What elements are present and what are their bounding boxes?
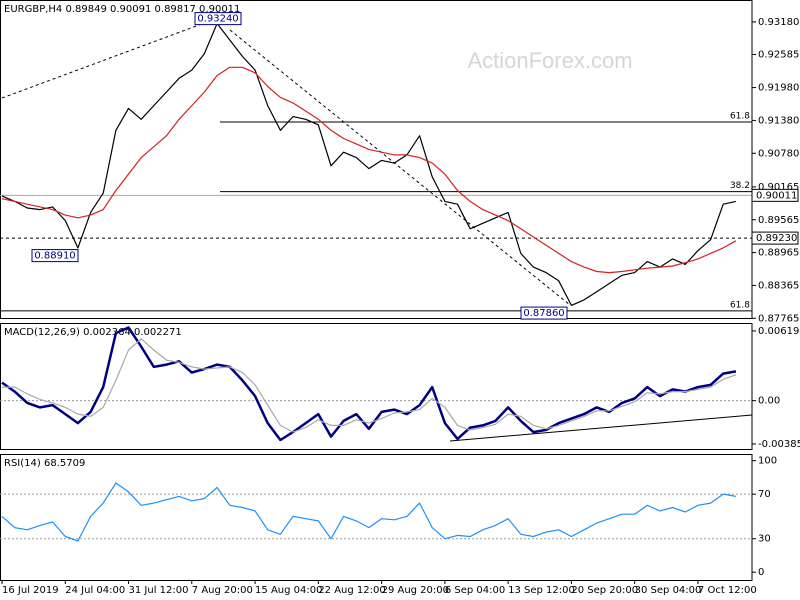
series-line	[2, 338, 737, 433]
x-tick-label: 22 Aug 12:00	[318, 585, 385, 596]
y-tick-label: 0.006195	[758, 326, 800, 337]
x-tick-label: 16 Jul 2019	[2, 585, 59, 596]
y-tick-label: -0.003851	[758, 439, 800, 450]
x-tick-label: 31 Jul 12:00	[129, 585, 189, 596]
x-tick-label: 20 Sep 20:00	[571, 585, 638, 596]
y-tick-label: 30	[758, 534, 771, 545]
x-tick-label: 7 Aug 20:00	[192, 585, 253, 596]
watermark: ActionForex.com	[467, 48, 632, 73]
y-tick-label: 0.91980	[758, 83, 799, 94]
panel-title: MACD(12,26,9) 0.002364 0.002271	[4, 327, 182, 338]
series-line	[1, 22, 737, 306]
fib-label: 61.8	[730, 112, 750, 122]
price-box	[31, 249, 79, 263]
level-label: 0.90011	[756, 190, 797, 201]
series-line	[1, 66, 737, 274]
level-label: 0.89230	[756, 233, 797, 244]
price-label: 0.88910	[34, 251, 75, 262]
panel-title: RSI(14) 68.5709	[4, 458, 85, 469]
y-tick-label: 100	[758, 456, 777, 467]
fib-label: 38.2	[730, 181, 750, 191]
panel-frame	[0, 323, 753, 450]
y-tick-label: 0.00	[758, 396, 780, 407]
y-tick-label: 0.90165	[758, 182, 799, 193]
level-box	[751, 231, 799, 245]
x-tick-label: 24 Jul 04:00	[65, 585, 125, 596]
trend-line	[449, 414, 753, 442]
x-tick-label: 29 Aug 20:00	[382, 585, 449, 596]
y-tick-label: 0.92585	[758, 49, 799, 60]
x-tick-label: 13 Sep 12:00	[508, 585, 575, 596]
price-label: 0.93240	[197, 14, 238, 25]
y-tick-label: 70	[758, 489, 771, 500]
panel-title: EURGBP,H4 0.89849 0.90091 0.89817 0.9001…	[4, 4, 240, 15]
price-label: 0.87860	[523, 308, 564, 319]
trend-line	[229, 29, 571, 306]
series-line	[1, 482, 737, 542]
y-tick-label: 0.93180	[758, 17, 799, 28]
y-tick-label: 0.91380	[758, 115, 799, 126]
price-box	[194, 12, 242, 26]
panel-frame	[0, 454, 753, 581]
y-tick-label: 0.87765	[758, 313, 799, 324]
x-tick-label: 6 Sep 04:00	[445, 585, 505, 596]
x-tick-label: 15 Aug 04:00	[255, 585, 322, 596]
trend-line	[1, 17, 219, 99]
x-tick-label: 30 Sep 04:00	[635, 585, 702, 596]
y-tick-label: 0.90780	[758, 148, 799, 159]
y-tick-label: 0.88365	[758, 280, 799, 291]
panel-frame	[0, 0, 753, 319]
price-box	[520, 306, 568, 320]
x-tick-label: 7 Oct 12:00	[698, 585, 757, 596]
fib-label: 61.8	[730, 300, 750, 310]
y-tick-label: 0	[758, 567, 764, 578]
y-tick-label: 0.88965	[758, 248, 799, 259]
level-box	[751, 188, 799, 202]
y-tick-label: 0.89565	[758, 215, 799, 226]
